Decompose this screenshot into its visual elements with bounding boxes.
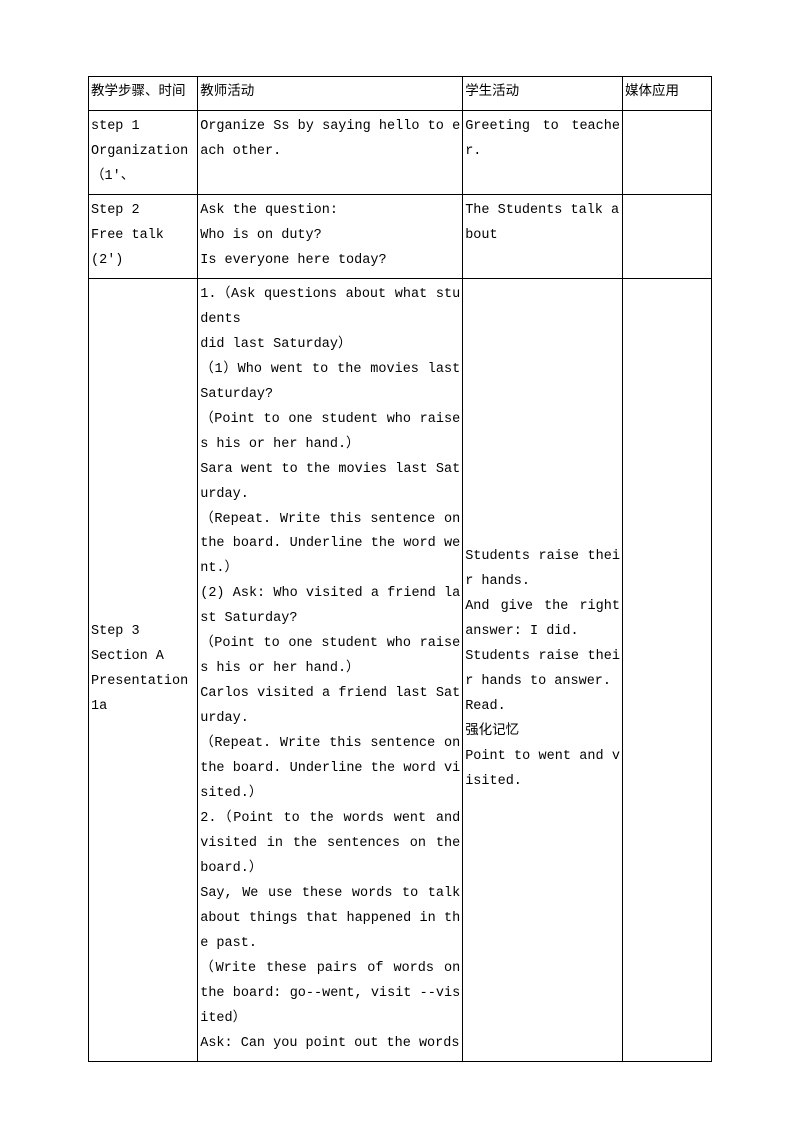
header-row: 教学步骤、时间 教师活动 学生活动 媒体应用 — [89, 77, 712, 111]
student-cell: The Students talk about — [463, 194, 623, 278]
lesson-plan-table: 教学步骤、时间 教师活动 学生活动 媒体应用 step 1Organizatio… — [88, 76, 712, 1062]
student-cell: Students raise their hands.And give the … — [463, 278, 623, 1061]
header-student: 学生活动 — [463, 77, 623, 111]
media-cell — [622, 278, 711, 1061]
teacher-cell: Organize Ss by saying hello to each othe… — [198, 110, 463, 194]
media-cell — [622, 194, 711, 278]
step-cell: Step 2Free talk(2') — [89, 194, 198, 278]
teacher-cell: 1.（Ask questions about what studentsdid … — [198, 278, 463, 1061]
table-row: Step 3Section APresentation1a 1.（Ask que… — [89, 278, 712, 1061]
header-media: 媒体应用 — [622, 77, 711, 111]
step-cell: Step 3Section APresentation1a — [89, 278, 198, 1061]
table-row: Step 2Free talk(2') Ask the question:Who… — [89, 194, 712, 278]
teacher-cell: Ask the question:Who is on duty?Is every… — [198, 194, 463, 278]
header-teacher: 教师活动 — [198, 77, 463, 111]
table-row: step 1Organization（1'、 Organize Ss by sa… — [89, 110, 712, 194]
step-cell: step 1Organization（1'、 — [89, 110, 198, 194]
media-cell — [622, 110, 711, 194]
student-cell: Greeting to teacher. — [463, 110, 623, 194]
header-steps: 教学步骤、时间 — [89, 77, 198, 111]
